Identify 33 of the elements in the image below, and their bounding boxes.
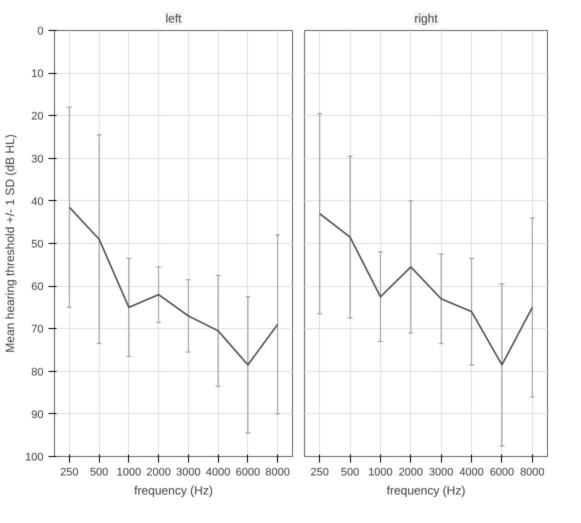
x-tick-label: 500 [90,466,108,478]
y-tick-label: 20 [31,110,44,123]
x-axis-title: frequency (Hz) [134,484,213,498]
x-tick-label: 4000 [206,466,230,478]
x-tick-label: 8000 [520,466,545,478]
x-tick-label: 1000 [116,466,142,478]
y-tick-label: 90 [31,408,44,421]
x-tick-label: 4000 [459,466,484,478]
x-tick-label: 500 [340,466,360,478]
x-tick-label: 250 [310,466,329,478]
y-tick-label: 40 [31,196,44,208]
x-tick-label: 8000 [265,466,290,478]
chart-title: right [414,12,438,26]
y-tick-label: 80 [31,366,44,378]
x-tick-label: 250 [60,466,79,478]
x-tick-label: 3000 [176,466,201,478]
y-tick-label: 70 [31,324,44,336]
line-series [68,206,278,366]
x-tick-label: 2000 [146,466,171,478]
x-tick-label: 6000 [236,466,260,478]
y-tick-label: 100 [25,452,44,464]
y-tick-label: 30 [31,153,44,166]
x-tick-label: 2000 [398,466,424,478]
y-tick-label: 0 [37,26,44,38]
y-axis-title: Mean hearing threshold +/- 1 SD (dB HL) [3,134,18,353]
x-tick-label: 1000 [368,466,393,478]
x-tick-label: 6000 [490,466,514,478]
y-tick-label: 10 [31,68,44,80]
x-axis-title: frequency (Hz) [386,484,466,498]
x-tick-label: 3000 [428,466,454,478]
y-tick-label: 60 [31,281,44,294]
y-tick-label: 50 [31,238,44,250]
chart-title: left [165,12,182,26]
